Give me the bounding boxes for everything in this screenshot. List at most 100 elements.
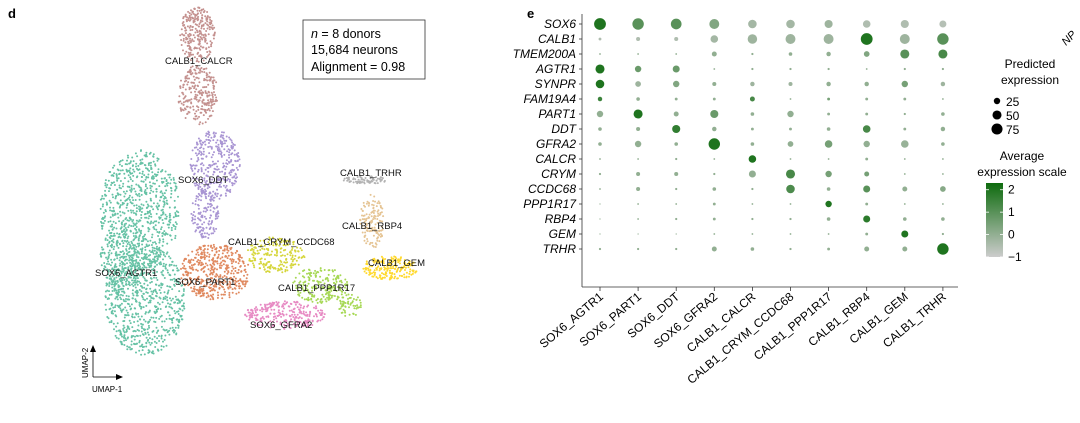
umap-point bbox=[204, 33, 207, 36]
umap-point bbox=[252, 248, 255, 251]
umap-point bbox=[198, 262, 201, 265]
umap-point bbox=[195, 115, 198, 118]
umap-point bbox=[144, 299, 146, 301]
umap-point bbox=[113, 232, 116, 235]
umap-point bbox=[145, 304, 148, 307]
umap-point bbox=[167, 311, 170, 314]
umap-point bbox=[144, 155, 147, 158]
umap-point bbox=[281, 310, 284, 313]
umap-point bbox=[150, 280, 153, 283]
umap-point bbox=[218, 197, 221, 200]
umap-point bbox=[147, 226, 150, 229]
umap-point bbox=[356, 304, 359, 307]
umap-point bbox=[191, 219, 194, 222]
umap-point bbox=[209, 199, 212, 202]
umap-point bbox=[308, 279, 311, 282]
umap-point bbox=[228, 178, 231, 181]
dot-part1-calb1_trhr bbox=[941, 112, 945, 116]
umap-point bbox=[135, 259, 138, 261]
umap-point bbox=[192, 53, 194, 56]
umap-point bbox=[213, 289, 216, 292]
umap-point bbox=[119, 214, 122, 217]
umap-point bbox=[315, 315, 318, 318]
umap-point bbox=[362, 178, 365, 181]
umap-point bbox=[160, 226, 163, 229]
dot-calcr-calb1_rbp4 bbox=[865, 157, 869, 161]
umap-point bbox=[203, 71, 206, 74]
umap-point bbox=[141, 262, 144, 265]
umap-point bbox=[225, 165, 228, 168]
umap-point bbox=[212, 100, 215, 103]
umap-point bbox=[174, 213, 177, 216]
umap-point bbox=[211, 273, 214, 276]
umap-point bbox=[193, 56, 196, 59]
umap-point bbox=[184, 257, 187, 260]
umap-point bbox=[198, 40, 201, 43]
umap-point bbox=[256, 252, 259, 255]
umap-point bbox=[152, 252, 155, 255]
umap-point bbox=[194, 27, 197, 30]
umap-point bbox=[193, 182, 196, 185]
umap-point bbox=[184, 117, 187, 119]
umap-point bbox=[189, 163, 192, 166]
umap-point bbox=[208, 233, 210, 236]
umap-point bbox=[149, 343, 152, 346]
umap-point bbox=[129, 246, 132, 249]
umap-point bbox=[374, 215, 377, 218]
umap-point bbox=[126, 298, 129, 301]
dot-ccdc68-calb1_ppp1r17 bbox=[826, 187, 831, 191]
umap-point bbox=[182, 37, 185, 40]
umap-point bbox=[127, 254, 130, 257]
umap-point bbox=[209, 165, 212, 168]
umap-point bbox=[273, 254, 276, 256]
umap-point bbox=[201, 223, 204, 226]
umap-point bbox=[103, 219, 106, 222]
umap-point bbox=[145, 191, 148, 194]
umap-point bbox=[146, 297, 148, 300]
umap-point bbox=[191, 28, 194, 31]
umap-point bbox=[258, 262, 261, 265]
umap-point bbox=[126, 219, 129, 222]
umap-point bbox=[163, 177, 166, 180]
umap-point bbox=[208, 142, 210, 144]
umap-point bbox=[155, 310, 158, 313]
umap-point bbox=[124, 258, 127, 261]
umap-axes-indicator: UMAP-1 UMAP-2 bbox=[81, 345, 123, 394]
umap-point bbox=[207, 83, 210, 86]
umap-point bbox=[126, 262, 128, 265]
umap-point bbox=[150, 264, 153, 267]
umap-point bbox=[294, 250, 297, 253]
umap-point bbox=[136, 167, 138, 170]
umap-point bbox=[139, 334, 142, 337]
umap-point bbox=[164, 197, 167, 199]
umap-point bbox=[174, 225, 177, 228]
umap-point bbox=[123, 291, 126, 294]
umap-point bbox=[203, 215, 206, 218]
umap-point bbox=[122, 324, 125, 327]
umap-point bbox=[199, 54, 202, 57]
umap-point bbox=[261, 316, 264, 318]
dot-plot: SOX6CALB1TMEM200AAGTR1SYNPRFAM19A4PART1D… bbox=[513, 14, 958, 387]
umap-point bbox=[264, 308, 267, 311]
umap-point bbox=[291, 256, 294, 259]
umap-point bbox=[298, 272, 301, 275]
umap-point bbox=[133, 250, 136, 253]
umap-point bbox=[132, 160, 135, 163]
gene-label: GEM bbox=[549, 227, 576, 241]
umap-point bbox=[284, 270, 287, 273]
umap-point bbox=[374, 242, 377, 245]
umap-point bbox=[204, 143, 207, 146]
umap-point bbox=[135, 245, 138, 248]
umap-point bbox=[212, 182, 215, 185]
umap-point bbox=[171, 319, 174, 322]
umap-point bbox=[131, 220, 134, 223]
umap-point bbox=[164, 267, 167, 269]
umap-point bbox=[149, 239, 152, 242]
umap-point bbox=[195, 195, 198, 198]
umap-point bbox=[207, 206, 210, 209]
umap-point bbox=[222, 134, 225, 137]
umap-point bbox=[385, 275, 388, 277]
umap-point bbox=[192, 34, 195, 37]
umap-point bbox=[158, 335, 160, 337]
umap-point bbox=[196, 31, 199, 34]
